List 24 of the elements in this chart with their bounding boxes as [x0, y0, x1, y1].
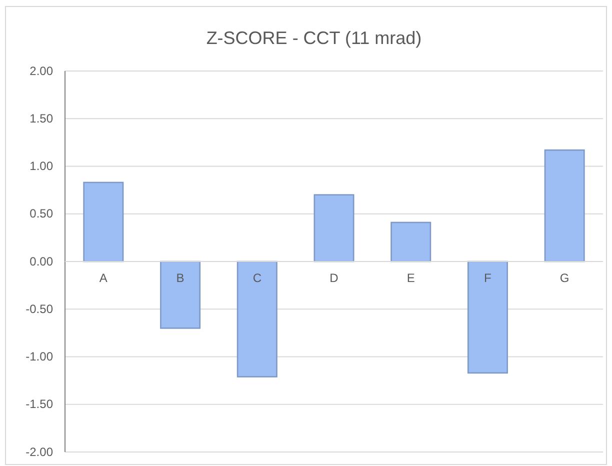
y-tick-label: -1.50 [26, 397, 54, 412]
x-tick-label: G [560, 271, 570, 286]
x-tick-label: A [99, 271, 108, 286]
bar [236, 260, 278, 378]
chart-title: Z-SCORE - CCT (11 mrad) [206, 28, 422, 48]
bar [160, 260, 201, 329]
x-tick-label: F [484, 271, 492, 286]
bar [467, 260, 508, 374]
bar [83, 182, 124, 262]
y-tick-label: 2.00 [30, 64, 54, 78]
y-tick-label: -1.00 [26, 350, 54, 364]
x-tick-label: C [252, 271, 262, 286]
y-tick-label: 0.50 [30, 206, 54, 221]
y-tick-label: 1.00 [30, 159, 54, 174]
x-tick-label: E [406, 271, 415, 286]
y-tick-label: 1.50 [30, 111, 54, 126]
bar [544, 149, 585, 262]
bar [390, 222, 432, 262]
y-tick-label: -2.00 [26, 444, 54, 459]
y-tick-label: -0.50 [26, 302, 54, 316]
y-tick-label: 0.00 [30, 254, 54, 268]
x-tick-label: B [176, 271, 184, 286]
x-tick-label: D [330, 271, 339, 286]
bar [314, 194, 354, 262]
